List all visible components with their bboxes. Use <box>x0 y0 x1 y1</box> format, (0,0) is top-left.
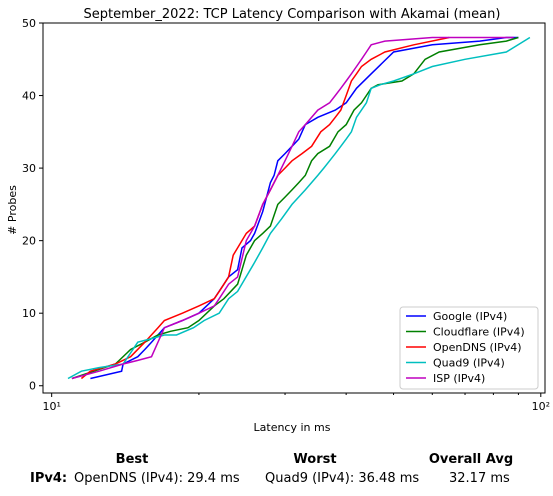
summary-best-header: Best <box>115 452 149 467</box>
summary-worst-header: Worst <box>293 452 337 467</box>
series-line-3 <box>67 36 531 380</box>
y-tick-label: 20 <box>22 235 36 248</box>
y-axis-label: # Probes <box>6 185 19 235</box>
summary-best-value: OpenDNS (IPv4): 29.4 ms <box>74 471 240 486</box>
summary-worst-value: Quad9 (IPv4): 36.48 ms <box>265 471 420 486</box>
x-tick-label: 10¹ <box>42 400 60 413</box>
y-tick-label: 40 <box>22 90 36 103</box>
summary-avg-value: 32.17 ms <box>449 471 510 486</box>
plot-area <box>67 36 531 380</box>
legend-label: Cloudflare (IPv4) <box>433 326 525 339</box>
summary-row-label: IPv4: <box>30 471 68 486</box>
x-axis-label: Latency in ms <box>254 421 331 434</box>
latency-chart: September_2022: TCP Latency Comparison w… <box>6 7 550 434</box>
summary-avg-header: Overall Avg <box>428 452 514 467</box>
legend-box <box>399 306 539 390</box>
series-line-1 <box>71 36 519 380</box>
series-line-4 <box>71 36 514 380</box>
series-line-2 <box>80 36 450 380</box>
y-tick-label: 50 <box>22 17 36 30</box>
y-axis: 0 10 20 30 40 50 <box>22 17 43 393</box>
legend: Google (IPv4) Cloudflare (IPv4) OpenDNS (I… <box>399 306 539 390</box>
x-tick-label: 10² <box>532 400 550 413</box>
y-tick-label: 30 <box>22 162 36 175</box>
legend-label: Google (IPv4) <box>433 310 507 323</box>
legend-label: Quad9 (IPv4) <box>433 357 505 370</box>
y-tick-label: 10 <box>22 307 36 320</box>
chart-title: September_2022: TCP Latency Comparison w… <box>84 7 501 22</box>
plot-frame <box>42 22 546 394</box>
legend-label: ISP (IPv4) <box>433 372 485 385</box>
x-axis: 10¹ 10² <box>42 393 550 413</box>
legend-label: OpenDNS (IPv4) <box>433 341 522 354</box>
y-tick-label: 0 <box>29 380 36 393</box>
